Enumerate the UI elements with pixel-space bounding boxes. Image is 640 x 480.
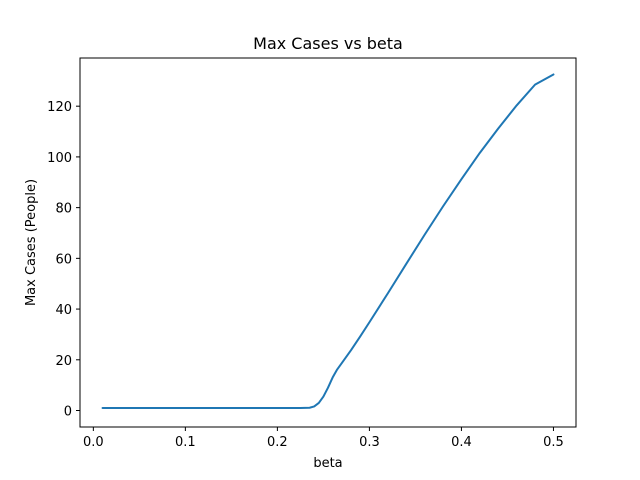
- y-tick-label: 0: [64, 405, 72, 420]
- y-tick-label: 100: [47, 151, 72, 166]
- y-axis-label: Max Cases (People): [24, 179, 39, 306]
- y-axis: 0 20 40 60 80 100 120: [47, 100, 80, 420]
- x-tick-label: 0.0: [83, 435, 104, 450]
- chart-title: Max Cases vs beta: [253, 34, 403, 53]
- y-tick-label: 20: [55, 354, 72, 369]
- axes-frame: [79, 57, 577, 428]
- y-tick-label: 80: [55, 202, 72, 217]
- x-axis: 0.0 0.1 0.2 0.3 0.4 0.5: [83, 427, 564, 450]
- y-tick-label: 60: [55, 252, 72, 267]
- x-tick-label: 0.3: [359, 435, 380, 450]
- x-tick-label: 0.4: [451, 435, 472, 450]
- plot-area: [101, 73, 555, 409]
- x-tick-label: 0.1: [175, 435, 196, 450]
- series-line: [101, 73, 555, 409]
- x-tick-label: 0.2: [267, 435, 288, 450]
- y-tick-label: 120: [47, 100, 72, 115]
- x-tick-label: 0.5: [543, 435, 564, 450]
- y-tick-label: 40: [55, 303, 72, 318]
- x-axis-label: beta: [313, 456, 342, 471]
